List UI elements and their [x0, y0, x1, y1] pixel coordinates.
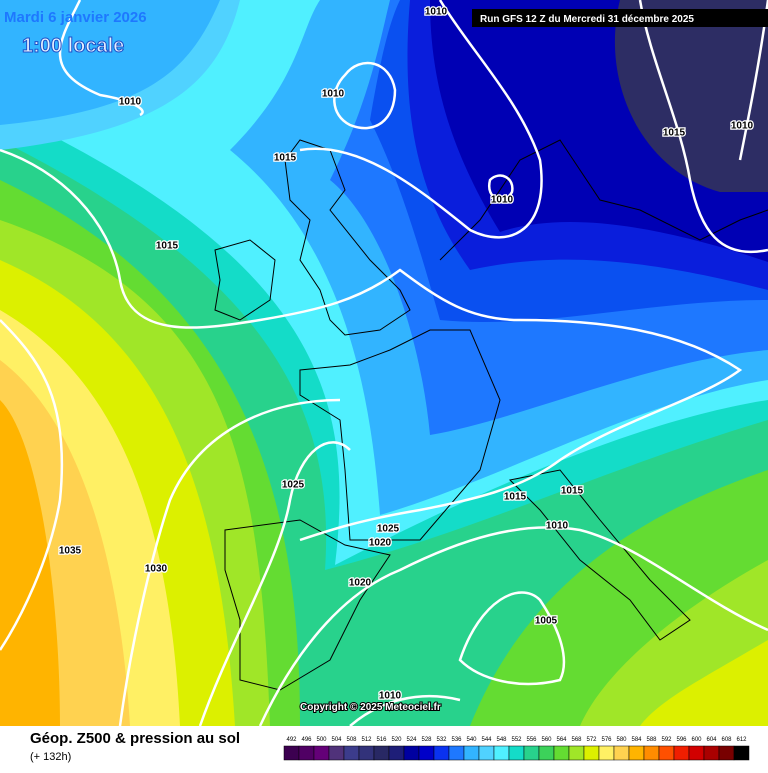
- isobar-label: 1010: [379, 691, 402, 702]
- scale-swatch: [464, 746, 479, 760]
- scale-swatch: [584, 746, 599, 760]
- scale-label: 504: [331, 737, 342, 743]
- scale-swatch: [329, 746, 344, 760]
- scale-swatch: [404, 746, 419, 760]
- scale-label: 568: [571, 737, 582, 743]
- isobar-label: 1010: [322, 89, 345, 100]
- scale-swatch: [719, 746, 734, 760]
- scale-label: 536: [451, 737, 462, 743]
- isobar-label: 1020: [369, 538, 392, 549]
- scale-label: 544: [481, 737, 492, 743]
- scale-label: 508: [346, 737, 357, 743]
- scale-swatch: [284, 746, 299, 760]
- scale-label: 516: [376, 737, 387, 743]
- scale-swatch: [569, 746, 584, 760]
- scale-label: 528: [421, 737, 432, 743]
- scale-label: 532: [436, 737, 447, 743]
- scale-swatch: [629, 746, 644, 760]
- isobar-label: 1025: [282, 480, 305, 491]
- isobar-label: 1015: [561, 486, 584, 497]
- scale-swatch: [734, 746, 749, 760]
- scale-label: 560: [541, 737, 552, 743]
- scale-label: 540: [466, 737, 477, 743]
- run-info: Run GFS 12 Z du Mercredi 31 décembre 202…: [480, 14, 694, 25]
- isobar-label: 1010: [731, 121, 754, 132]
- scale-swatch: [674, 746, 689, 760]
- scale-label: 500: [316, 737, 327, 743]
- scale-swatch: [689, 746, 704, 760]
- isobar-label: 1010: [425, 7, 448, 18]
- isobar-label: 1005: [535, 616, 558, 627]
- scale-swatch: [539, 746, 554, 760]
- scale-label: 512: [361, 737, 372, 743]
- scale-label: 496: [301, 737, 312, 743]
- scale-label: 584: [631, 737, 642, 743]
- scale-label: 524: [406, 737, 417, 743]
- scale-label: 588: [646, 737, 657, 743]
- isobar-label: 1030: [145, 564, 168, 575]
- scale-label: 552: [511, 737, 522, 743]
- scale-label: 580: [616, 737, 627, 743]
- scale-swatch: [494, 746, 509, 760]
- isobar-label: 1015: [663, 128, 686, 139]
- isobar-label: 1015: [156, 241, 179, 252]
- scale-label: 548: [496, 737, 507, 743]
- scale-swatch: [449, 746, 464, 760]
- scale-label: 600: [691, 737, 702, 743]
- scale-swatch: [509, 746, 524, 760]
- scale-label: 556: [526, 737, 537, 743]
- color-scale: 492 496 500 504 508 512 516 520 524 528 532 536 540 5…: [284, 737, 749, 760]
- scale-swatch: [374, 746, 389, 760]
- scale-swatch: [299, 746, 314, 760]
- isobar-label: 1015: [274, 153, 297, 164]
- isobar-label: 1010: [491, 195, 514, 206]
- scale-label: 604: [706, 737, 717, 743]
- scale-swatch: [659, 746, 674, 760]
- scale-swatch: [434, 746, 449, 760]
- isobar-label: 1035: [59, 546, 82, 557]
- scale-swatch: [359, 746, 374, 760]
- map-time: 1:00 locale: [22, 35, 124, 57]
- scale-swatch: [479, 746, 494, 760]
- scale-label: 612: [736, 737, 747, 743]
- scale-swatch: [314, 746, 329, 760]
- footer-title: Géop. Z500 & pression au sol: [30, 730, 240, 747]
- scale-swatch: [524, 746, 539, 760]
- isobar-label: 1020: [349, 578, 372, 589]
- isobar-label: 1010: [119, 97, 142, 108]
- scale-swatch: [614, 746, 629, 760]
- isobar-label: 1010: [546, 521, 569, 532]
- scale-label: 572: [586, 737, 597, 743]
- scale-swatch: [554, 746, 569, 760]
- scale-label: 520: [391, 737, 402, 743]
- scale-swatch: [419, 746, 434, 760]
- footer-lead: (+ 132h): [30, 751, 71, 763]
- scale-swatch: [344, 746, 359, 760]
- scale-label: 492: [286, 737, 297, 743]
- scale-label: 608: [721, 737, 732, 743]
- scale-swatch: [704, 746, 719, 760]
- scale-label: 596: [676, 737, 687, 743]
- isobar-label: 1015: [504, 492, 527, 503]
- map-date: Mardi 6 janvier 2026: [4, 9, 147, 26]
- scale-label: 592: [661, 737, 672, 743]
- scale-label: 564: [556, 737, 567, 743]
- scale-swatch: [389, 746, 404, 760]
- geopotential-field: [0, 0, 768, 726]
- isobar-label: 1025: [377, 524, 400, 535]
- scale-swatch: [644, 746, 659, 760]
- scale-swatch: [599, 746, 614, 760]
- copyright: Copyright © 2025 Meteociel.fr: [300, 702, 441, 713]
- scale-label: 576: [601, 737, 612, 743]
